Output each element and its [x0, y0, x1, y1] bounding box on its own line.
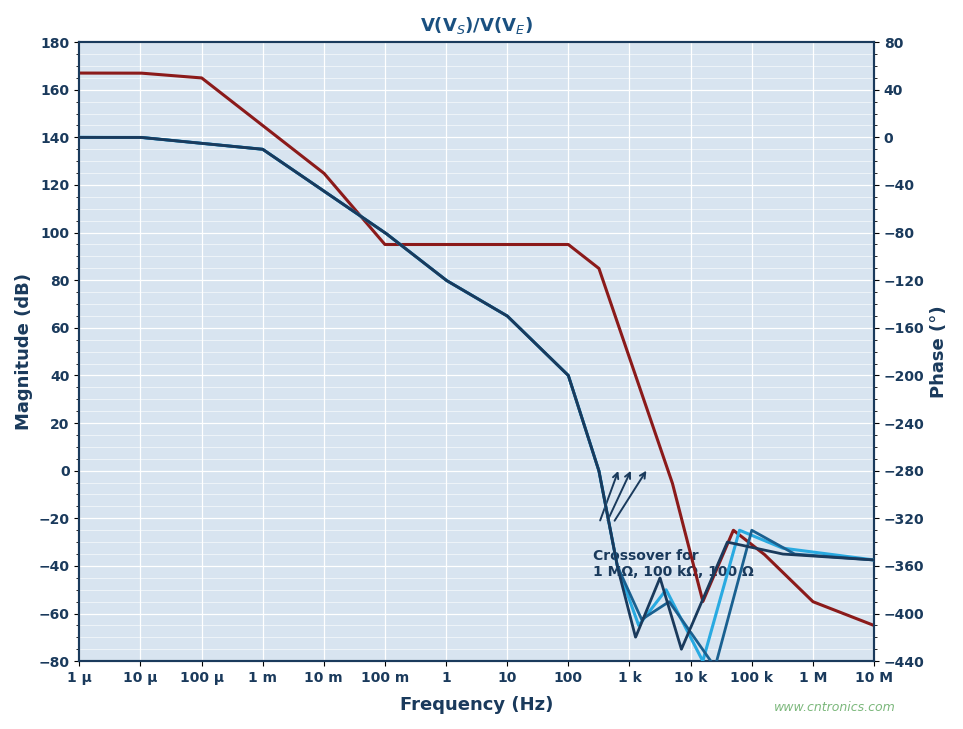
Text: www.cntronics.com: www.cntronics.com	[774, 701, 896, 714]
Y-axis label: Magnitude (dB): Magnitude (dB)	[15, 273, 33, 430]
X-axis label: Frequency (Hz): Frequency (Hz)	[400, 696, 554, 714]
Title: V(V$_S$)/V(V$_E$): V(V$_S$)/V(V$_E$)	[420, 15, 534, 36]
Text: Crossover for
1 MΩ, 100 kΩ, 100 Ω: Crossover for 1 MΩ, 100 kΩ, 100 Ω	[592, 549, 753, 580]
Y-axis label: Phase (°): Phase (°)	[930, 305, 948, 398]
